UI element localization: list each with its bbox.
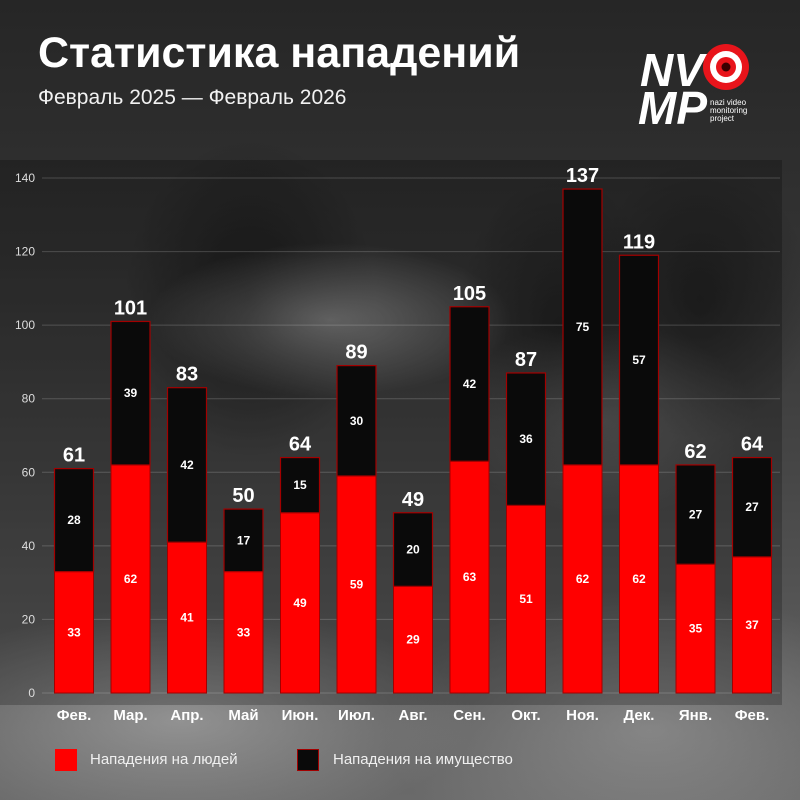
y-tick-label: 140 <box>15 171 35 185</box>
bar-people-value-label: 33 <box>237 625 251 639</box>
bar-property-value-label: 39 <box>124 386 138 400</box>
bar-people-value-label: 49 <box>293 596 307 610</box>
bar-total-label: 49 <box>402 489 424 511</box>
y-tick-label: 0 <box>28 686 35 700</box>
bar-people-segment <box>449 460 490 694</box>
bar-people-value-label: 51 <box>519 592 533 606</box>
bar-total-label: 62 <box>684 441 706 463</box>
bar-people-value-label: 37 <box>745 618 759 632</box>
logo-tagline-line-3: project <box>710 114 735 123</box>
logo-tagline-line-2: monitoring <box>710 106 747 115</box>
y-tick-label: 120 <box>15 245 35 259</box>
bar-total-label: 64 <box>289 434 312 456</box>
bar-property-segment <box>505 372 547 506</box>
bar-people-segment <box>619 464 659 694</box>
legend-label-people: Нападения на людей <box>90 751 238 768</box>
legend-swatch-people <box>55 749 77 771</box>
bar-property-segment <box>449 306 490 462</box>
bar-property-value-label: 20 <box>406 543 420 557</box>
bar-people-segment <box>393 585 433 694</box>
nvmp-logo: NV MP nazi video monitoring project <box>638 44 749 134</box>
bar-property-segment <box>731 456 773 558</box>
bar-property-segment <box>562 188 603 466</box>
x-tick-label: Фев. <box>57 707 92 724</box>
bar-property-value-label: 75 <box>576 320 590 334</box>
bar-people-segment <box>223 571 264 694</box>
bar-property-value-label: 36 <box>519 432 533 446</box>
bar-property-segment <box>53 468 95 573</box>
bar-people-segment <box>280 512 320 694</box>
bar-people-segment <box>562 464 603 694</box>
bar-people-value-label: 62 <box>632 572 646 586</box>
x-tick-label: Апр. <box>170 707 203 724</box>
bar-property-segment <box>618 254 660 466</box>
bar-people-value-label: 29 <box>406 633 420 647</box>
x-tick-label: Ноя. <box>566 707 599 724</box>
x-tick-label: Окт. <box>511 707 540 724</box>
bar-total-label: 61 <box>63 445 85 467</box>
x-tick-label: Мар. <box>113 707 147 724</box>
x-tick-label: Янв. <box>679 707 712 724</box>
y-tick-label: 60 <box>22 465 36 479</box>
legend-label-property: Нападения на имущество <box>333 751 513 768</box>
bar-total-label: 101 <box>114 297 147 319</box>
bar-property-segment <box>166 387 208 543</box>
x-tick-label: Июл. <box>338 707 375 724</box>
bar-total-label: 50 <box>232 485 254 507</box>
bar-property-value-label: 15 <box>293 478 307 492</box>
bar-total-label: 89 <box>345 342 367 364</box>
bar-people-value-label: 62 <box>124 572 138 586</box>
bar-property-value-label: 30 <box>350 414 364 428</box>
logo-text-bottom: MP <box>638 82 707 134</box>
x-tick-label: Дек. <box>624 707 655 724</box>
bar-property-segment <box>223 508 264 573</box>
bar-total-label: 119 <box>623 231 655 253</box>
bar-people-segment <box>506 504 546 694</box>
x-tick-label: Авг. <box>399 707 428 724</box>
bar-people-value-label: 33 <box>67 625 81 639</box>
bar-property-value-label: 28 <box>67 513 81 527</box>
bar-people-segment <box>675 563 716 694</box>
bar-people-segment <box>336 475 377 694</box>
bar-property-segment <box>392 512 434 587</box>
y-tick-label: 40 <box>22 539 36 553</box>
bar-property-value-label: 42 <box>180 458 194 472</box>
bar-total-label: 105 <box>453 283 486 305</box>
eye-icon <box>703 44 749 90</box>
bar-people-value-label: 62 <box>576 572 590 586</box>
bar-property-segment <box>336 365 377 477</box>
bar-people-segment <box>732 556 772 694</box>
bar-property-value-label: 27 <box>689 508 703 522</box>
bar-people-segment <box>54 571 94 694</box>
bar-people-value-label: 41 <box>180 611 194 625</box>
y-tick-label: 80 <box>22 392 36 406</box>
bar-total-label: 137 <box>566 165 599 187</box>
logo-tagline-line-1: nazi video <box>710 98 747 107</box>
bar-total-label: 83 <box>176 364 198 386</box>
bar-property-segment <box>675 464 716 565</box>
bar-total-label: 64 <box>741 434 764 456</box>
x-tick-label: Июн. <box>282 707 319 724</box>
bar-property-value-label: 57 <box>632 353 646 367</box>
x-tick-label: Фев. <box>735 707 770 724</box>
bar-people-segment <box>110 464 151 694</box>
y-tick-label: 100 <box>15 318 35 332</box>
bar-people-value-label: 59 <box>350 577 364 591</box>
logo-text-top: NV <box>640 44 707 96</box>
bar-total-label: 87 <box>515 349 537 371</box>
bar-people-value-label: 63 <box>463 570 477 584</box>
bar-property-value-label: 42 <box>463 377 477 391</box>
bar-property-segment <box>110 320 151 466</box>
legend-swatch-property <box>297 749 319 771</box>
x-tick-label: Май <box>228 707 258 724</box>
bar-people-value-label: 35 <box>689 622 703 636</box>
chart-title: Статистика нападений <box>38 29 521 77</box>
chart-subtitle: Февраль 2025 — Февраль 2026 <box>38 86 347 109</box>
bar-property-value-label: 17 <box>237 533 251 547</box>
y-tick-label: 20 <box>22 612 36 626</box>
bar-property-segment <box>279 456 321 514</box>
x-tick-label: Сен. <box>453 707 485 724</box>
bar-property-value-label: 27 <box>745 500 759 514</box>
